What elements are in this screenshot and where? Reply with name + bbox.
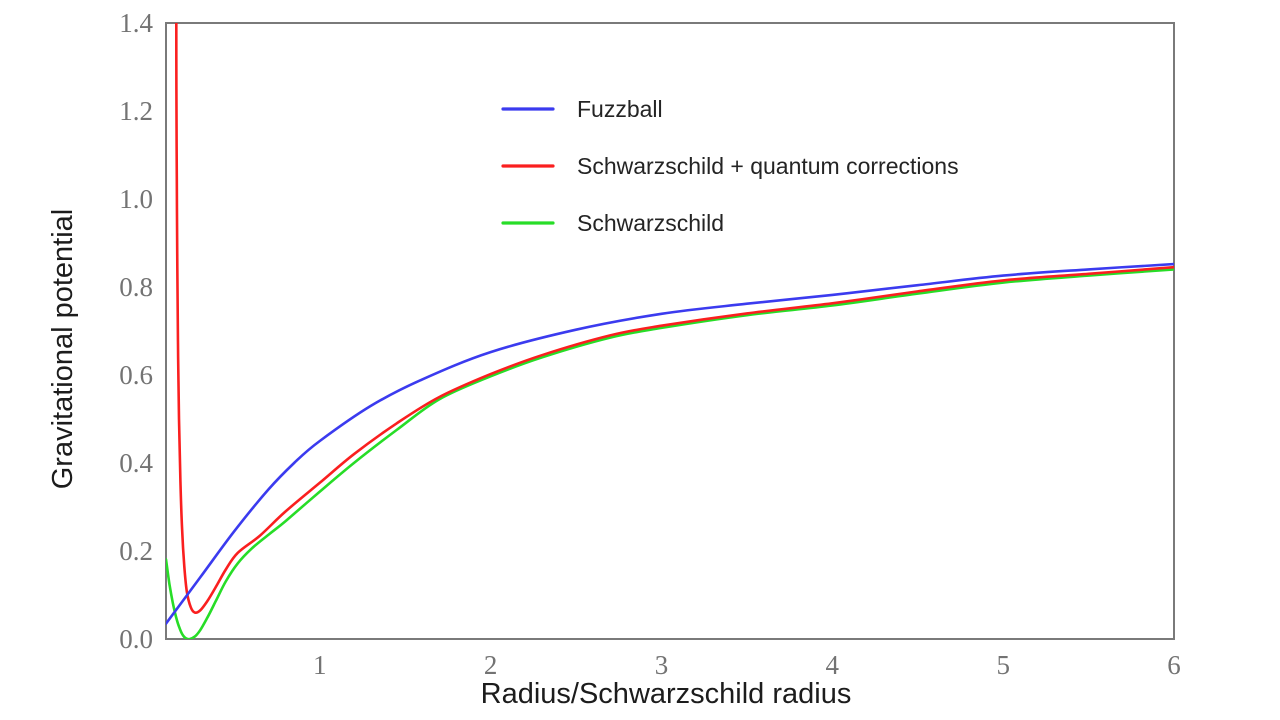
y-tick-label: 0.0 (119, 624, 153, 654)
x-tick-labels: 1 2 3 4 5 6 (313, 650, 1181, 680)
legend: Fuzzball Schwarzschild + quantum correcti… (501, 96, 959, 236)
legend-label: Schwarzschild (577, 210, 724, 236)
x-tick-label: 1 (313, 650, 327, 680)
y-tick-label: 0.4 (119, 448, 153, 478)
x-tick-label: 6 (1167, 650, 1181, 680)
x-tick-label: 3 (655, 650, 669, 680)
y-tick-label: 1.4 (119, 8, 153, 38)
x-tick-label: 2 (484, 650, 498, 680)
y-tick-label: 1.2 (119, 96, 153, 126)
series-curve-schwarzschild (166, 268, 1174, 639)
y-tick-labels: 0.0 0.2 0.4 0.6 0.8 1.0 1.2 1.4 (119, 8, 153, 654)
y-tick-label: 1.0 (119, 184, 153, 214)
plot-frame (165, 22, 1175, 640)
series-curves (166, 23, 1174, 639)
y-tick-label: 0.8 (119, 272, 153, 302)
x-axis-title: Radius/Schwarzschild radius (481, 678, 852, 710)
series-curve-schwarzschild-quantum-corrections (175, 23, 1174, 615)
x-tick-label: 5 (996, 650, 1010, 680)
x-tick-label: 4 (826, 650, 840, 680)
legend-label: Fuzzball (577, 96, 663, 122)
y-axis-title: Gravitational potential (47, 209, 79, 490)
series-curve-fuzzball (166, 262, 1174, 625)
legend-label: Schwarzschild + quantum corrections (577, 153, 959, 179)
legend-item: Fuzzball (501, 96, 663, 122)
y-tick-label: 0.6 (119, 360, 153, 390)
y-tick-label: 0.2 (119, 536, 153, 566)
legend-item: Schwarzschild (501, 210, 724, 236)
legend-item: Schwarzschild + quantum corrections (501, 153, 959, 179)
